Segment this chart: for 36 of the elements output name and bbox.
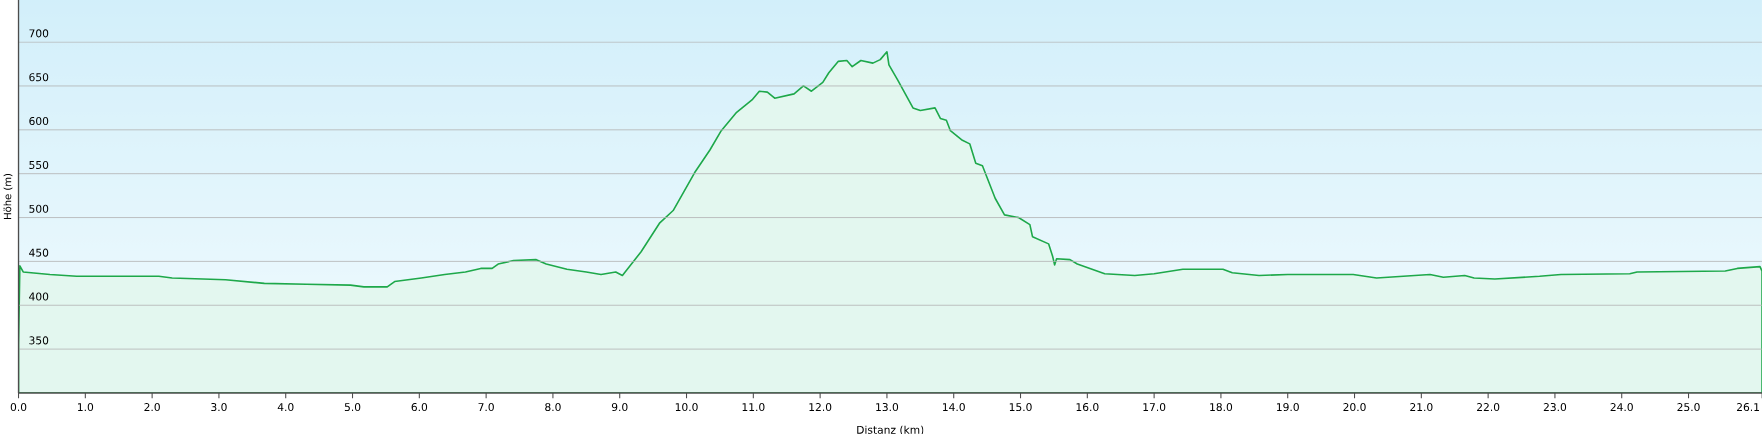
y-tick-label: 700 [29, 29, 49, 38]
x-tick-label: 21.0 [1410, 403, 1433, 412]
x-tick-label: 19.0 [1277, 403, 1299, 412]
x-tick-label: 6.0 [411, 403, 428, 412]
x-tick-label: 9.0 [611, 403, 628, 412]
y-tick-label: 400 [29, 292, 49, 301]
y-tick-label: 350 [29, 336, 49, 345]
x-tick-label: 18.0 [1210, 403, 1233, 412]
y-tick-label: 550 [29, 160, 49, 169]
x-tick-label: 10.0 [675, 403, 698, 412]
x-tick-label: 25.0 [1677, 403, 1700, 412]
x-tick-label: 12.0 [809, 403, 832, 412]
x-tick-label: 15.0 [1009, 403, 1032, 412]
y-tick-label: 450 [29, 248, 49, 257]
x-tick-label: 24.0 [1610, 403, 1633, 412]
x-tick-label: 11.0 [742, 403, 765, 412]
x-tick-label: 13.0 [876, 403, 899, 412]
x-tick-label: 20.0 [1343, 403, 1366, 412]
x-tick-label: 16.0 [1076, 403, 1099, 412]
y-tick-label: 650 [29, 73, 49, 82]
x-tick-label: 22.0 [1477, 403, 1500, 412]
x-tick-label: 26.1 [1736, 403, 1759, 412]
x-tick-label: 0.0 [10, 403, 27, 412]
x-tick-label: 7.0 [478, 403, 494, 412]
y-tick-label: 600 [29, 117, 49, 126]
x-tick-label: 5.0 [344, 403, 361, 412]
x-tick-label: 2.0 [144, 403, 160, 412]
x-tick-label: 14.0 [943, 403, 965, 412]
x-tick-label: 1.0 [78, 403, 94, 412]
x-tick-label: 8.0 [545, 403, 561, 412]
y-tick-label: 500 [29, 204, 49, 213]
y-axis-title: Höhe (m) [3, 173, 13, 219]
x-tick-label: 4.0 [277, 403, 294, 412]
x-tick-label: 23.0 [1543, 403, 1567, 412]
x-tick-label: 3.0 [211, 403, 227, 412]
x-tick-label: 17.0 [1143, 403, 1166, 412]
